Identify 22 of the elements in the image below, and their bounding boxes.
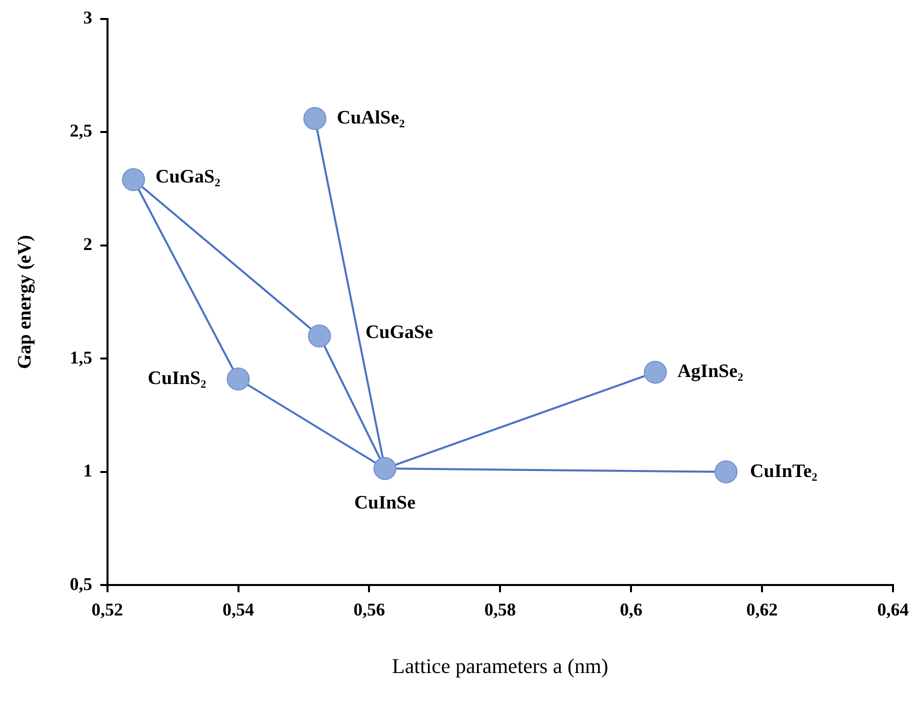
annotation: AgInSe₂ <box>677 361 744 382</box>
x-axis-title: Lattice parameters a (nm) <box>392 654 608 678</box>
y-tick-label: 1,5 <box>70 347 92 368</box>
annotation: CuGaSe <box>365 322 434 343</box>
y-axis-title: Gap energy (eV) <box>14 234 36 370</box>
x-tick-label: 0,6 <box>620 600 642 620</box>
y-tick-label: 0,5 <box>70 574 92 594</box>
y-tick-label: 3 <box>83 7 92 28</box>
annotation: CuInSe <box>354 492 416 514</box>
x-tick-label: 0,58 <box>484 600 516 620</box>
y-tick-label: 1 <box>83 460 92 481</box>
annotation: CuAlSe₂ <box>336 107 406 128</box>
y-tick-label: 2,5 <box>70 120 92 141</box>
x-tick-label: 0,54 <box>222 600 254 620</box>
x-tick-label: 0,64 <box>877 600 909 620</box>
annotation: CuInTe₂ <box>750 460 818 482</box>
x-tick-label: 0,62 <box>746 600 778 620</box>
x-tick-label: 0,52 <box>92 600 124 620</box>
annotation: CuGaS₂ <box>155 166 221 188</box>
y-tick-label: 2 <box>83 234 92 254</box>
x-tick-label: 0,56 <box>353 600 385 620</box>
annotation: CuInS₂ <box>148 368 207 389</box>
